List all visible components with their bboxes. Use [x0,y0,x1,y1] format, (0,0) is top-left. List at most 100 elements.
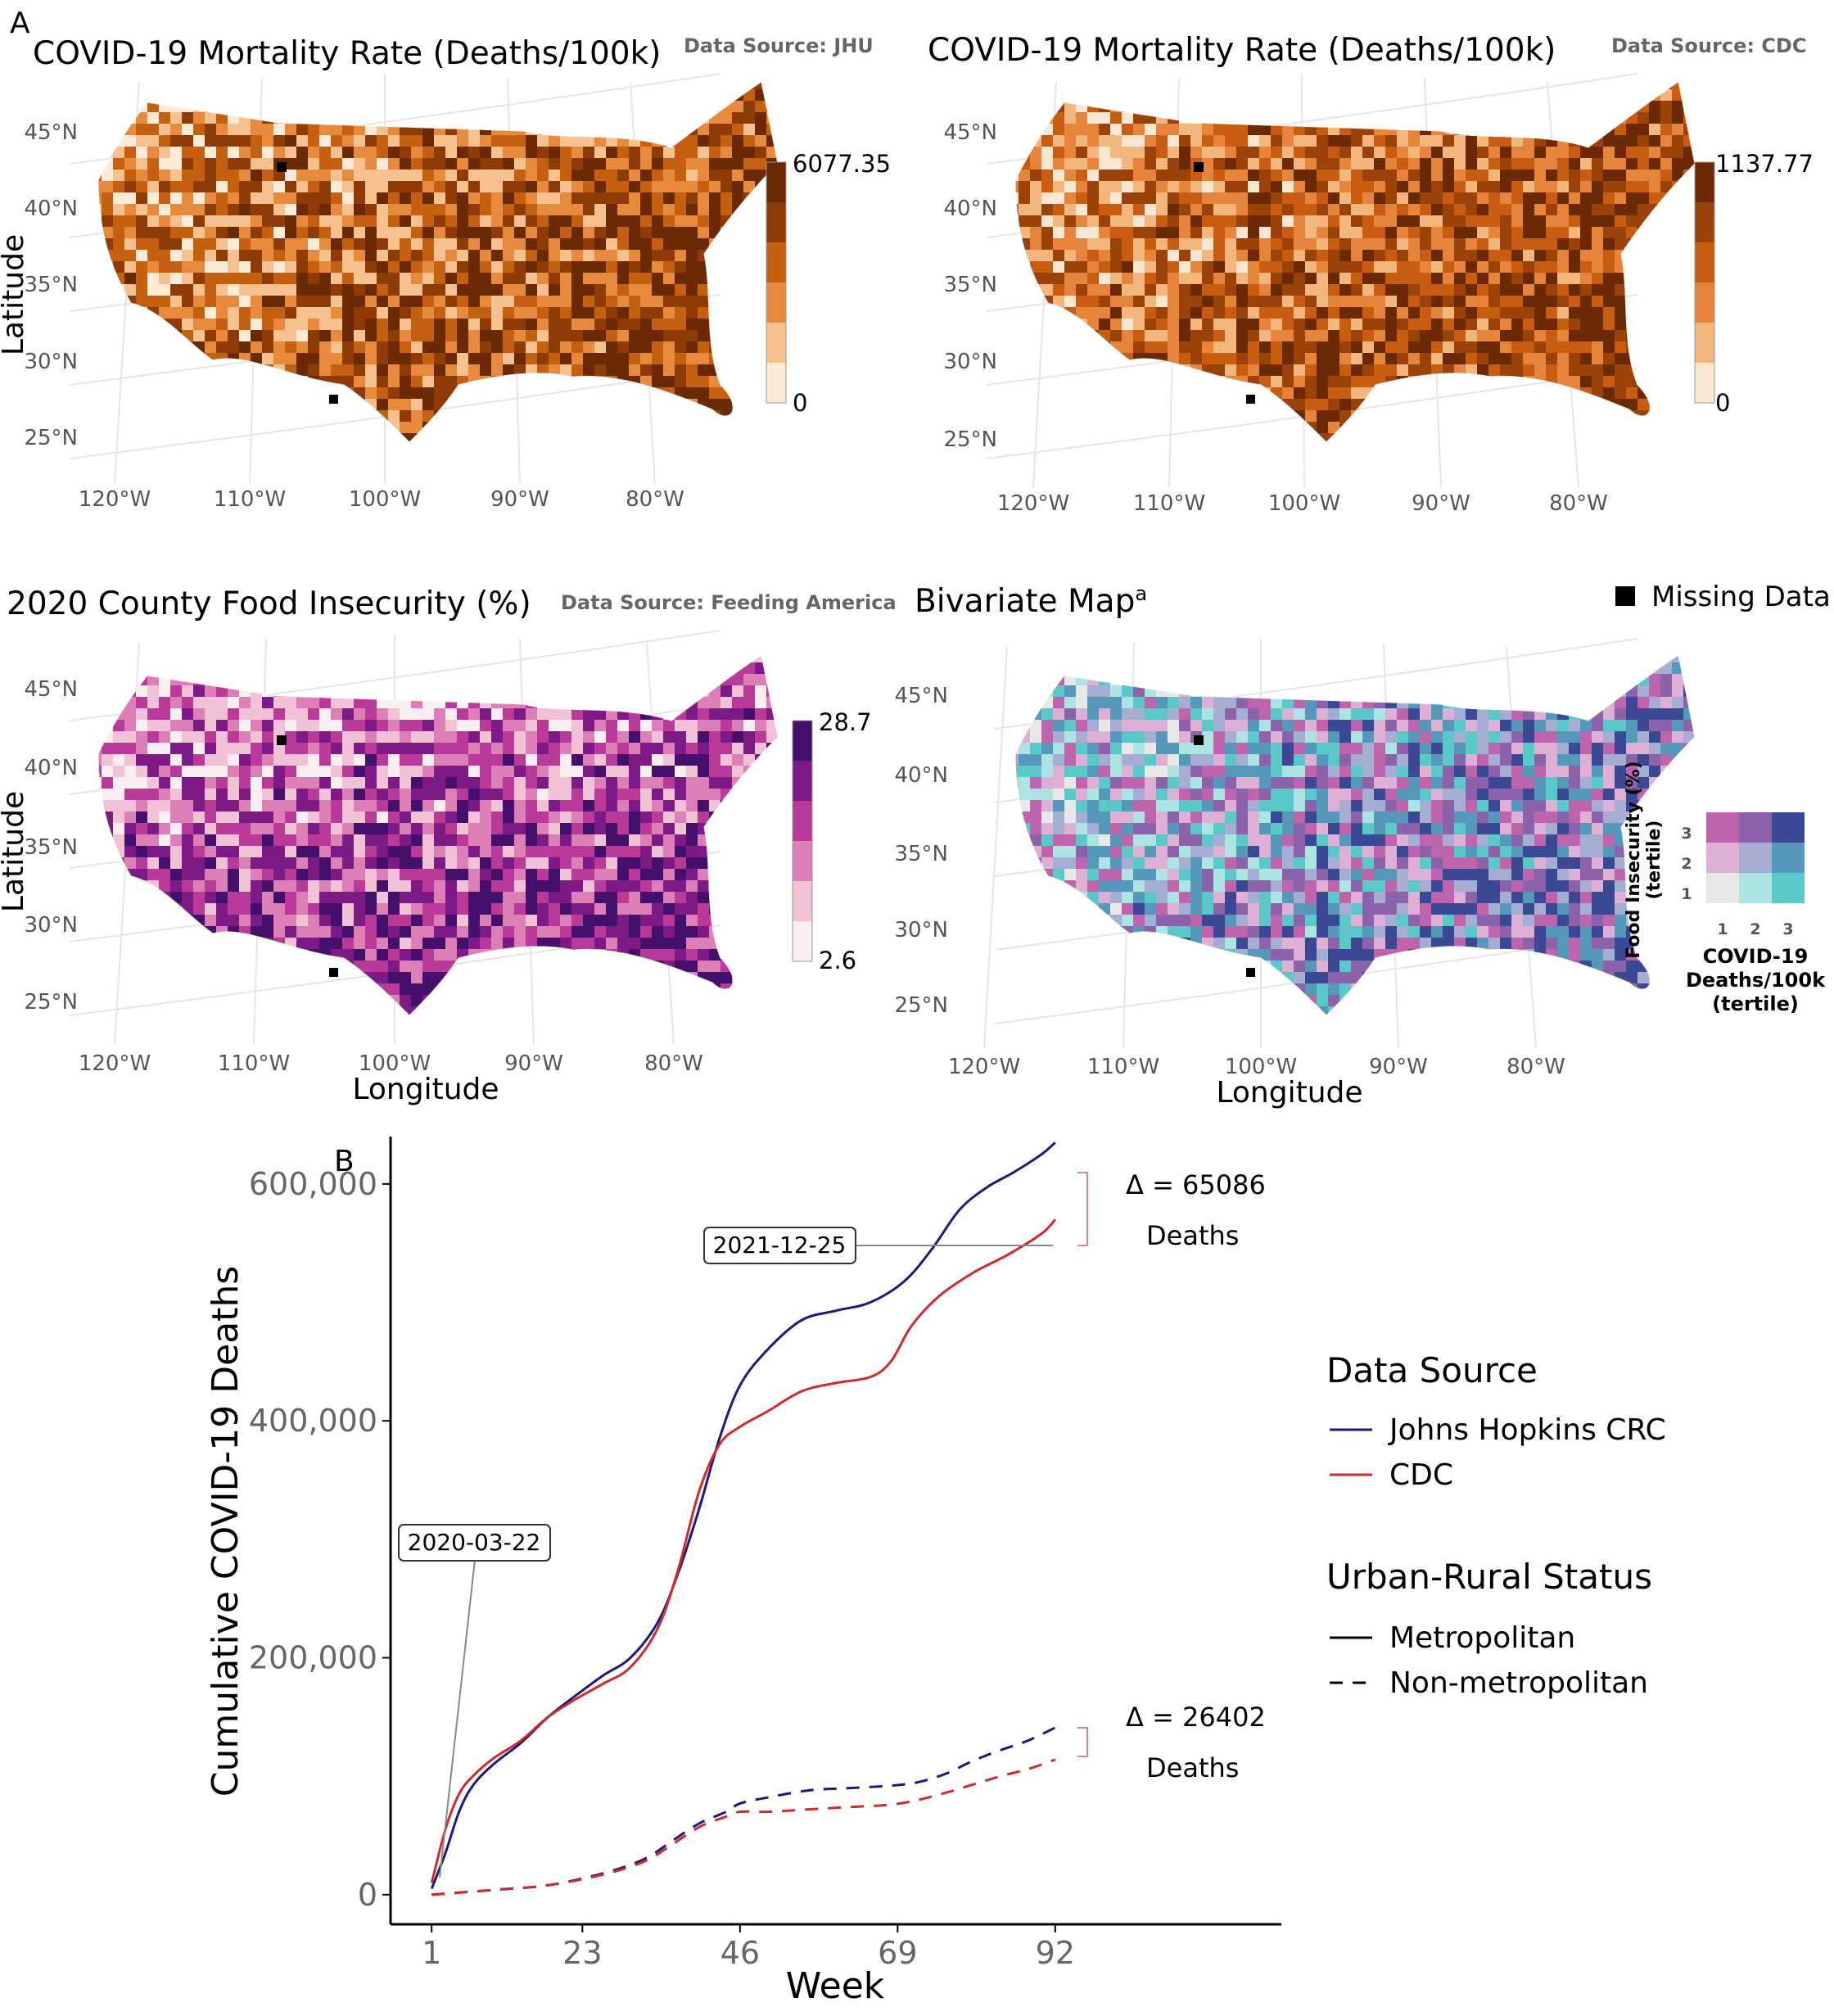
county-cell [1385,89,1397,101]
county-cell [1019,89,1030,101]
county-cell [766,674,778,685]
county-cell [503,685,514,697]
county-cell [377,319,388,330]
county-cell [228,341,239,353]
county-cell [1190,399,1202,410]
county-cell [216,330,228,341]
county-cell [514,685,526,697]
county-cell [1030,410,1041,422]
county-cell [526,697,537,708]
county-cell [1500,296,1511,307]
county-cell [113,720,124,731]
county-cell [1557,399,1569,410]
county-cell [606,743,617,754]
county-cell [640,227,652,238]
county-cell [709,215,720,227]
county-cell [1202,284,1213,296]
county-cell [251,341,262,353]
county-cell [170,743,182,754]
county-cell [239,227,251,238]
county-cell [1683,238,1695,250]
county-cell [549,364,560,376]
county-cell [262,399,273,410]
county-cell [296,238,308,250]
county-cell [216,238,228,250]
county-cell [285,777,296,789]
county-cell [1615,261,1626,273]
county-cell [755,655,766,662]
county-cell [1041,82,1053,89]
county-cell [388,319,400,330]
county-cell [136,250,147,261]
county-cell [583,181,594,192]
county-cell [1557,341,1569,353]
county-cell [170,655,182,662]
county-cell [445,353,457,364]
county-cell [273,238,285,250]
county-cell [1087,82,1099,89]
county-cell [1603,307,1615,319]
county-cell [1660,445,1672,456]
county-cell [1638,433,1649,442]
county-cell [365,307,377,319]
county-cell [124,399,136,410]
county-cell [422,341,434,353]
county-cell [365,261,377,273]
county-cell [457,410,468,422]
county-cell [182,112,193,124]
lat-tick: 30°N [943,350,997,374]
county-cell [766,662,778,674]
county-cell [262,800,273,811]
county-cell [606,147,617,158]
county-cell [377,261,388,273]
county-cell [698,754,709,766]
county-cell [1156,341,1168,353]
county-cell [147,330,159,341]
lat-tick: 45°N [24,120,78,145]
county-cell [1122,433,1133,442]
county-cell [537,754,549,766]
county-cell [1454,399,1466,410]
county-cell [698,445,709,456]
county-cell [1672,330,1683,341]
county-cell [686,708,698,720]
county-cell [239,743,251,754]
county-cell [1695,124,1706,135]
county-cell [1225,261,1236,273]
county-cell [98,655,102,662]
county-cell [1397,215,1408,227]
county-cell [1053,273,1064,284]
county-cell [1546,284,1557,296]
county-cell [445,754,457,766]
county-cell [1110,364,1122,376]
county-cell [354,204,365,215]
county-cell [98,250,102,261]
county-cell [1626,319,1638,330]
county-cell [1649,124,1660,135]
county-cell [1087,410,1099,422]
county-cell [503,364,514,376]
county-cell [1156,319,1168,330]
county-cell [1443,215,1454,227]
county-cell [400,655,411,662]
county-cell [1672,319,1683,330]
county-cell [216,101,228,112]
county-cell [1695,78,1706,89]
county-cell [1557,422,1569,433]
county-cell [503,697,514,708]
county-cell [239,708,251,720]
county-cell [571,204,583,215]
county-cell [560,754,571,766]
county-cell [526,135,537,147]
county-cell [1328,330,1339,341]
county-cell [434,731,445,743]
county-cell [1236,227,1248,238]
county-cell [1122,296,1133,307]
county-cell [1133,250,1145,261]
county-cell [1305,181,1317,192]
county-cell [594,170,606,181]
county-cell [342,296,354,307]
county-cell [251,147,262,158]
county-cell [1488,238,1500,250]
county-cell [1477,319,1488,330]
